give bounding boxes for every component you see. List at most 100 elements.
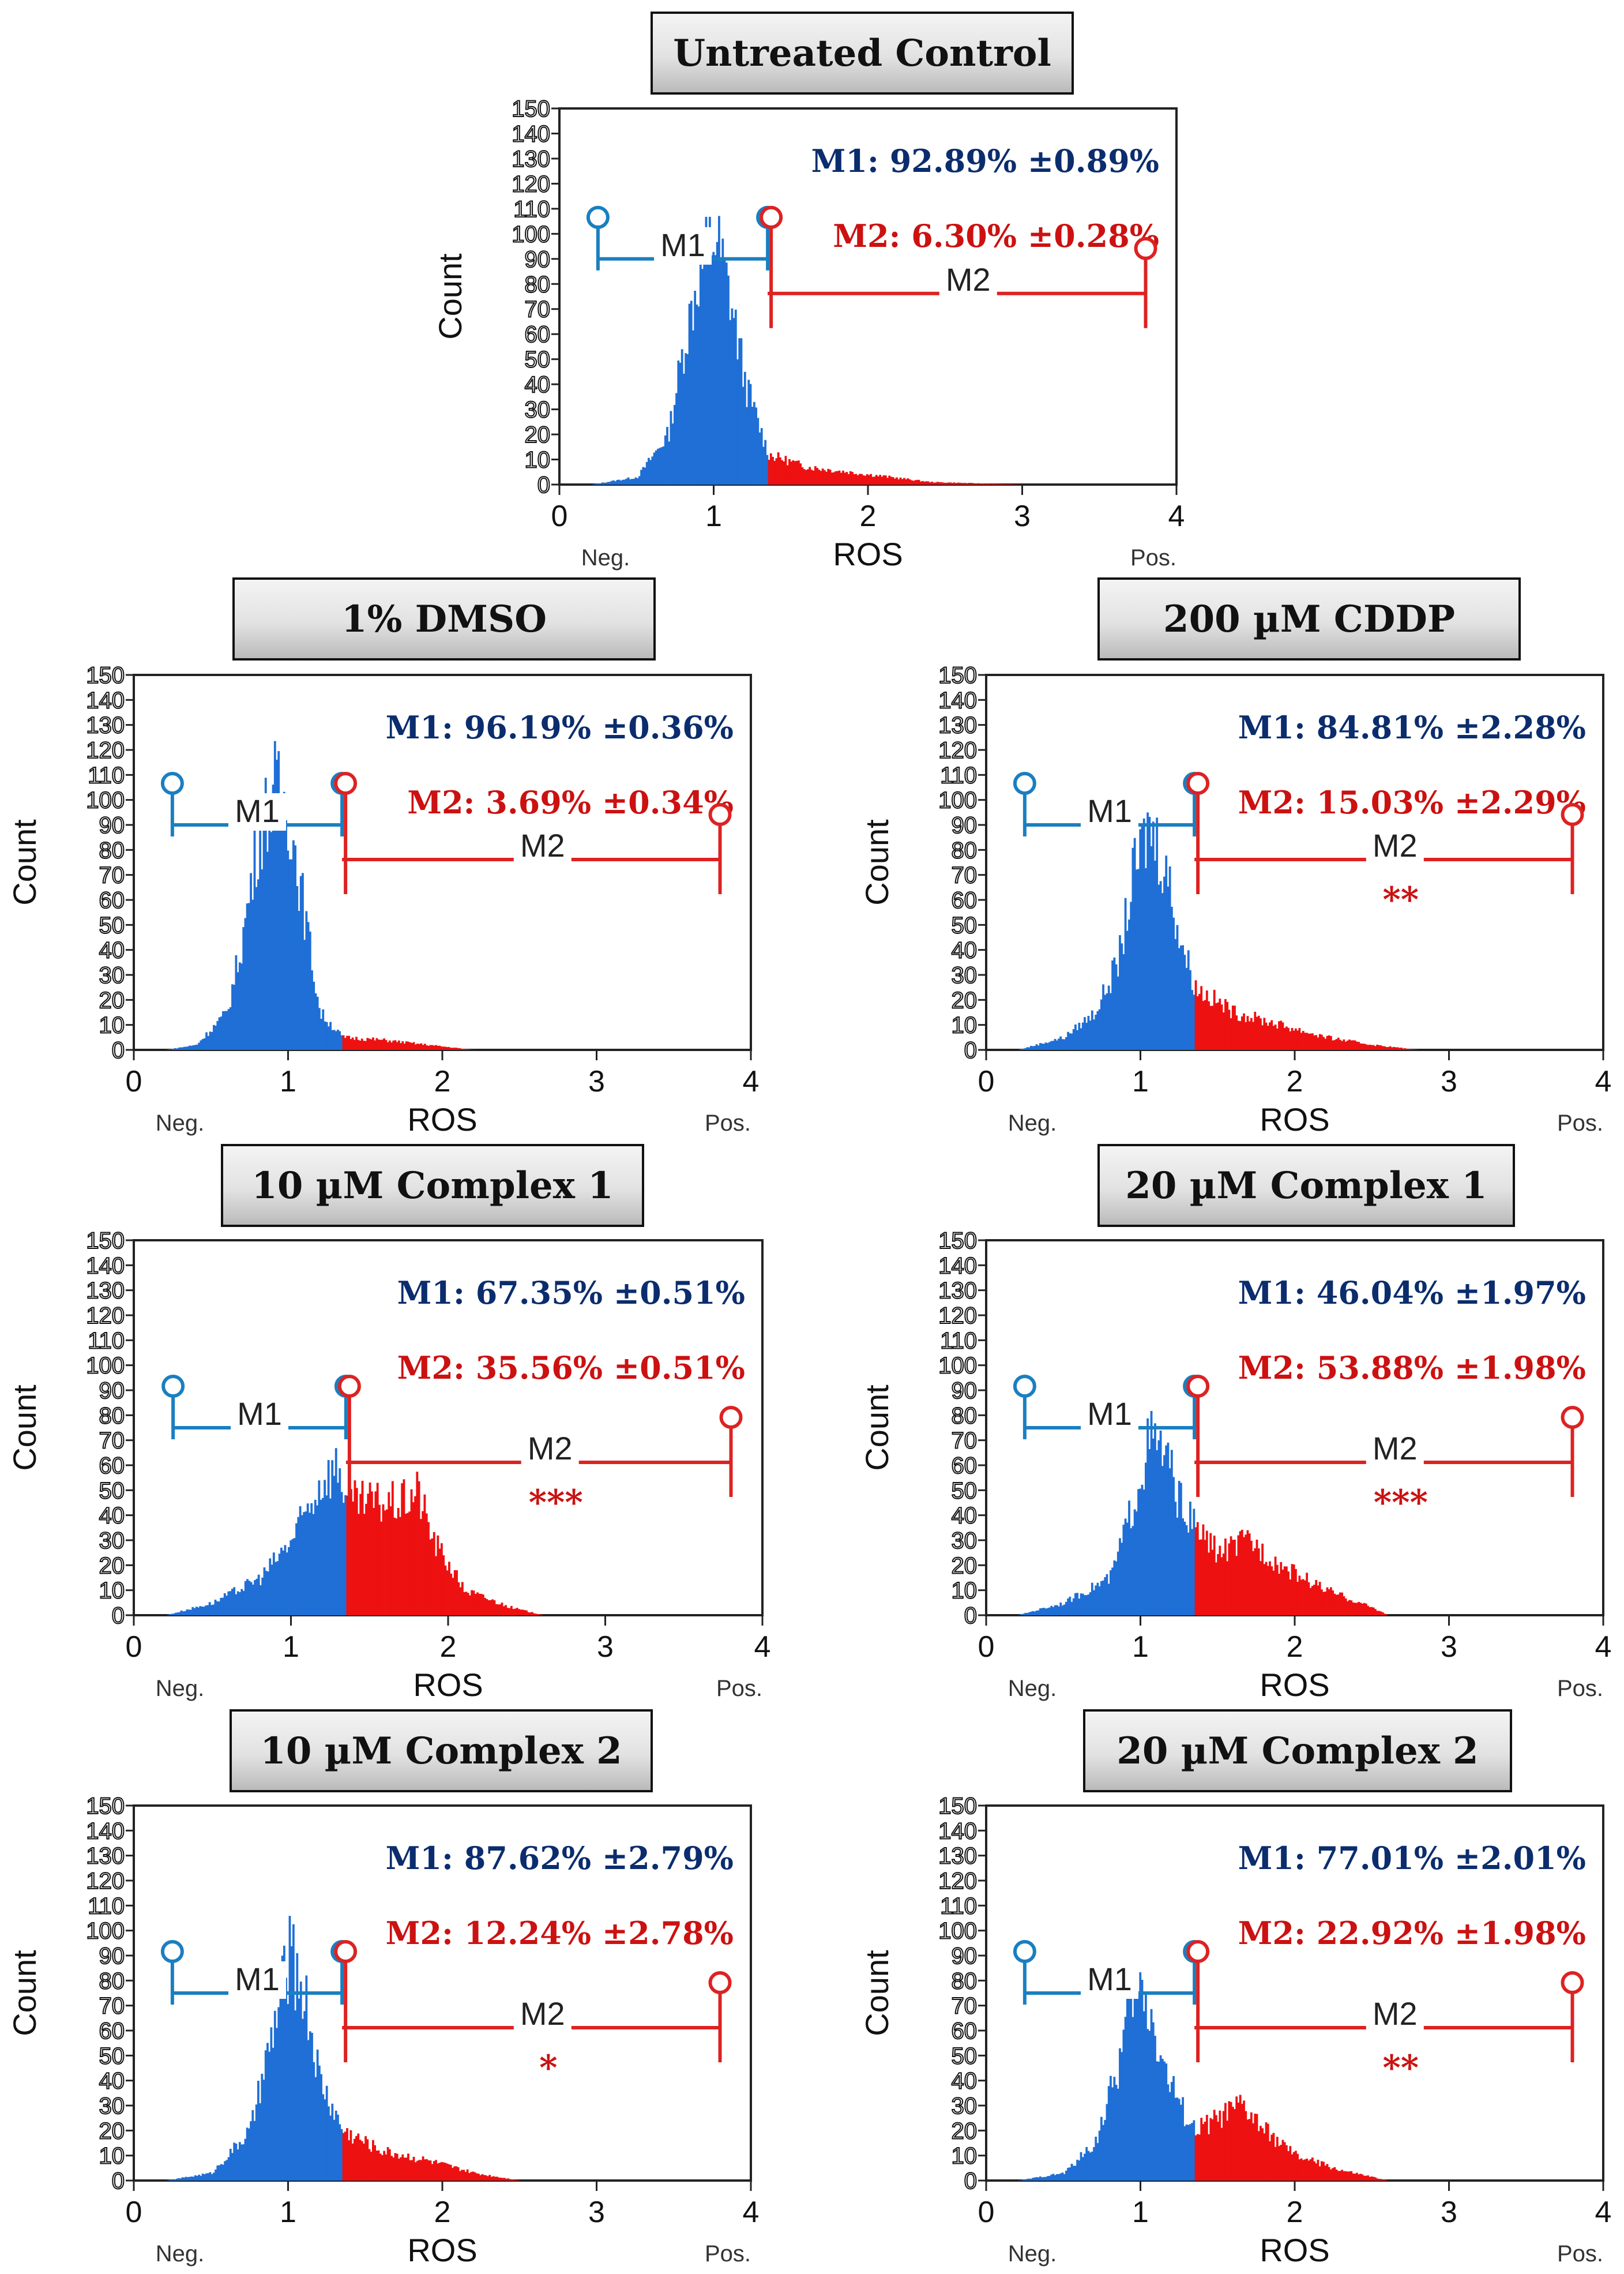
x-tick-label: 4 [1168, 500, 1185, 533]
histogram-bar [1248, 1021, 1251, 1050]
histogram-bar [319, 1499, 322, 1615]
y-tick-label: 110 [940, 1893, 977, 1919]
histogram-bar [1306, 1033, 1309, 1050]
histogram-bar [255, 1578, 258, 1615]
histogram-bar [1315, 1035, 1318, 1050]
histogram-bar [1295, 1028, 1297, 1050]
histogram-bar [1006, 484, 1009, 485]
y-tick-label: 140 [86, 688, 125, 713]
histogram-bar [823, 470, 826, 485]
histogram-bar [1385, 1047, 1388, 1050]
histogram-bar [1219, 999, 1221, 1050]
histogram-bar [912, 481, 915, 485]
histogram-bar [1026, 2179, 1029, 2181]
histogram-bar [450, 1573, 453, 1615]
histogram-bar [1194, 1527, 1197, 1615]
histogram-bar [235, 1594, 238, 1615]
x-tick-label: 1 [1132, 2196, 1149, 2229]
histogram-bar [1333, 1593, 1336, 1615]
histogram-bar [1337, 1594, 1340, 1615]
histogram-bar [738, 338, 741, 485]
histogram-bar [1048, 1607, 1051, 1615]
histogram-bar [890, 476, 893, 485]
histogram-bar [452, 1578, 454, 1615]
histogram-bar [174, 1048, 176, 1050]
histogram-bar [396, 1042, 399, 1050]
histogram-bar [177, 2178, 180, 2181]
histogram-bar [1387, 1046, 1390, 1050]
histogram-bar [1144, 868, 1147, 1050]
histogram-bar [1061, 2172, 1064, 2181]
histogram-bar [1211, 1005, 1214, 1050]
histogram-bar [1337, 2171, 1340, 2181]
histogram-bar [703, 255, 706, 485]
histogram-bar [1020, 1049, 1023, 1050]
histogram-bar [686, 354, 689, 485]
histogram-bar [1367, 1605, 1369, 1615]
histogram-bar [1231, 1540, 1234, 1615]
histogram-bar [411, 2160, 413, 2181]
histogram-bar [1063, 1604, 1066, 1615]
histogram-bar [1261, 2128, 1264, 2181]
histogram-bar [969, 483, 972, 485]
histogram-bar [1124, 898, 1127, 1050]
histogram-bar [166, 1049, 169, 1050]
histogram-bar [1196, 2134, 1199, 2181]
histogram-bar [388, 1492, 390, 1615]
histogram-bar [1113, 1560, 1116, 1615]
histogram-bar [892, 477, 894, 485]
histogram-bar [1272, 2133, 1275, 2181]
histogram-bar [1318, 1582, 1321, 1615]
histogram-bar [344, 1495, 347, 1615]
histogram-bar [368, 1038, 371, 1050]
histogram-bar [781, 460, 783, 485]
m2-stat: M2: 22.92% ±1.98% [1238, 1915, 1586, 1952]
histogram-bar [1198, 1540, 1201, 1615]
y-tick-label: 70 [952, 1428, 978, 1454]
y-tick-label: 140 [938, 1818, 977, 1844]
histogram-bar [1121, 943, 1123, 1050]
histogram-bar [196, 1044, 198, 1050]
y-tick-label: 50 [952, 2043, 978, 2069]
histogram-bar [316, 1505, 318, 1615]
histogram-bar [1133, 838, 1136, 1050]
histogram-bar [732, 318, 735, 485]
histogram-bar [1028, 1612, 1031, 1615]
histogram-bar [1065, 1037, 1067, 1050]
histogram-bar [1152, 2022, 1155, 2181]
histogram-bar [374, 1040, 377, 1050]
histogram-bar [1292, 2152, 1295, 2181]
panel-title-box [1097, 577, 1521, 661]
histogram-bar [1231, 1005, 1234, 1050]
histogram-bar [1402, 1048, 1404, 1050]
histogram-bar [1130, 902, 1133, 1050]
histogram-bar [1046, 1043, 1049, 1050]
histogram-bar [266, 851, 269, 1050]
histogram-bar [1104, 1577, 1107, 1615]
histogram-bar [1067, 1031, 1069, 1050]
histogram-bar [1304, 1580, 1306, 1615]
histogram-bar [845, 472, 848, 485]
histogram-bar [875, 475, 878, 485]
histogram-bar [1215, 1562, 1217, 1615]
x-tick-label: 3 [1441, 2196, 1457, 2229]
histogram-bar [729, 320, 732, 485]
x-axis-label: ROS [1260, 1667, 1329, 1703]
histogram-bar [340, 2129, 343, 2181]
histogram-bar [1076, 2159, 1079, 2181]
histogram-bar [1289, 2146, 1292, 2181]
histogram-bar [821, 468, 824, 485]
histogram-bar [1243, 1537, 1245, 1615]
histogram-bar [1095, 1015, 1097, 1050]
histogram-bar [198, 1042, 201, 1050]
histogram-bar [1072, 2166, 1075, 2181]
histogram-bar [427, 2160, 430, 2181]
histogram-bar [416, 2160, 419, 2181]
histogram-bar [1335, 1039, 1338, 1050]
histogram-bar [240, 2144, 243, 2181]
histogram-bar [1141, 1484, 1144, 1615]
y-tick-label: 120 [938, 738, 977, 763]
y-tick-label: 80 [99, 1403, 125, 1428]
histogram-bar [1150, 2009, 1153, 2181]
histogram-bar [344, 1038, 347, 1050]
